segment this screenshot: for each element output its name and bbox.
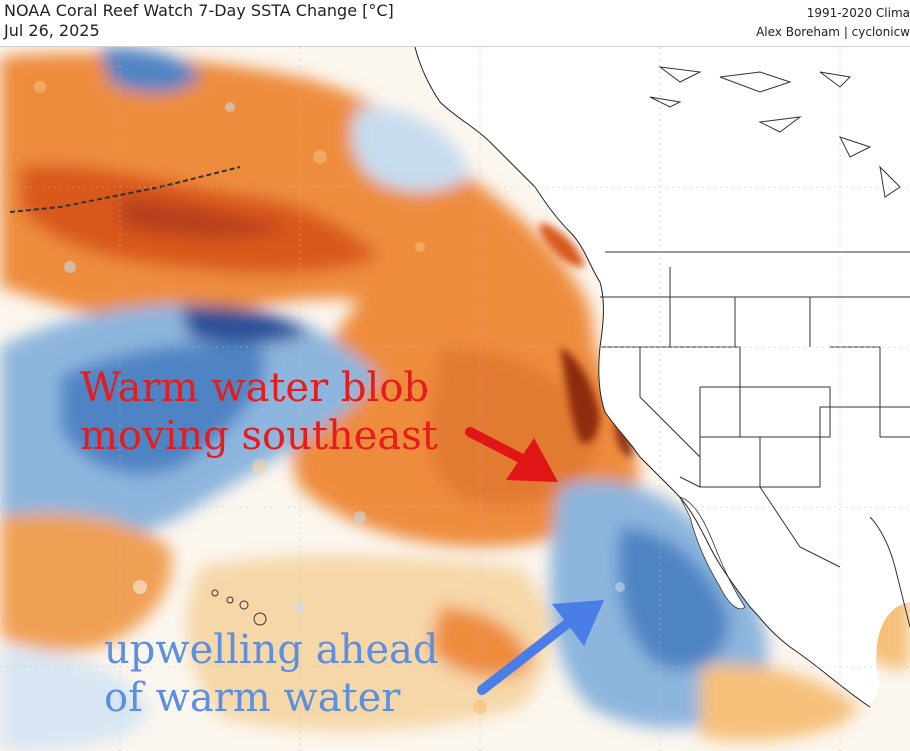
graticule xyxy=(0,47,910,751)
upwelling-label-line2: of warm water xyxy=(104,675,401,721)
ssta-map-canvas xyxy=(0,47,910,751)
upwelling-label-line1: upwelling ahead xyxy=(104,627,439,673)
north-america-land xyxy=(415,47,910,707)
aleutian-islands xyxy=(9,166,241,213)
climatology-label: 1991-2020 Clima xyxy=(806,6,910,20)
map-title: NOAA Coral Reef Watch 7-Day SSTA Change … xyxy=(4,1,394,20)
arctic-islands xyxy=(649,66,901,198)
map-header: NOAA Coral Reef Watch 7-Day SSTA Change … xyxy=(0,0,910,47)
warm-blob-label-line1: Warm water blob xyxy=(80,365,430,411)
baja-peninsula xyxy=(679,496,746,610)
coastline xyxy=(414,47,871,708)
warm-blob-annotation: Warm water blob moving southeast xyxy=(80,364,438,460)
map-date: Jul 26, 2025 xyxy=(4,21,100,40)
ssta-map xyxy=(0,47,910,751)
upwelling-annotation: upwelling ahead of warm water xyxy=(104,626,438,722)
author-credit: Alex Boreham | cyclonicw xyxy=(756,25,910,39)
warm-blob-label-line2: moving southeast xyxy=(80,413,438,459)
hawaiian-islands xyxy=(211,589,267,626)
mexico-outline xyxy=(869,516,910,628)
